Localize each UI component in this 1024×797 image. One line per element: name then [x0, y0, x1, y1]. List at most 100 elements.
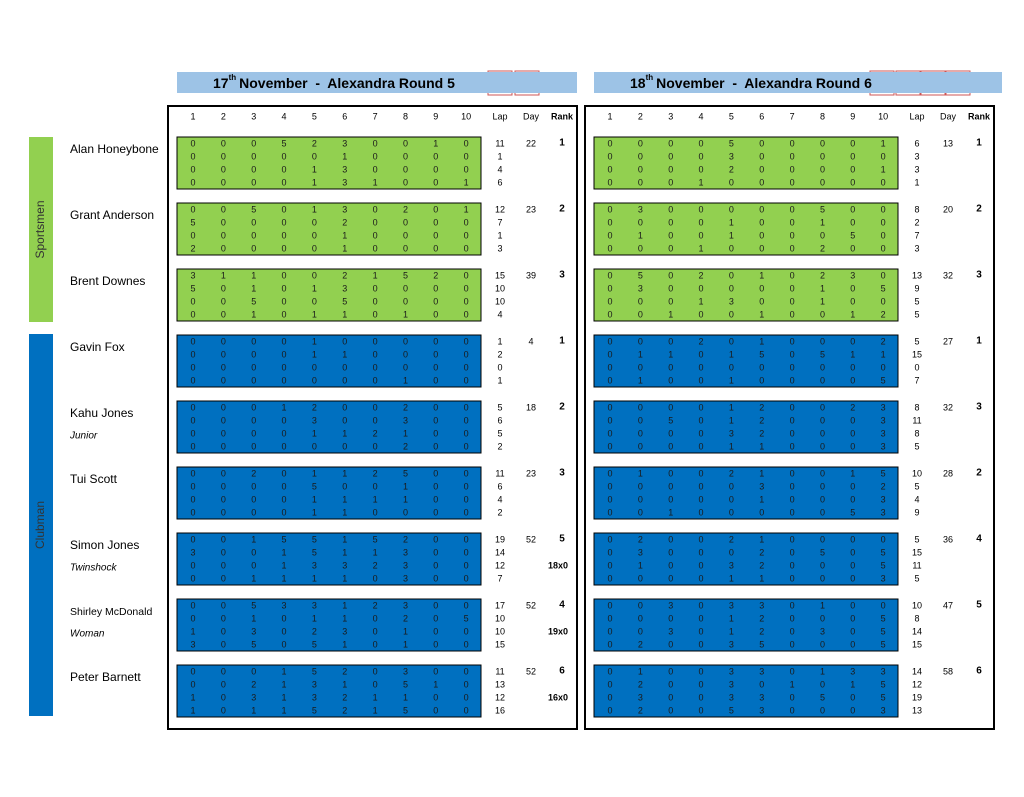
section-score: 0 [464, 362, 469, 372]
section-score: 0 [190, 468, 195, 478]
section-score: 0 [221, 230, 226, 240]
section-score: 1 [251, 309, 256, 319]
column-header: 10 [461, 111, 471, 121]
rider-note: Junior [69, 431, 98, 442]
section-score: 0 [699, 362, 704, 372]
section-score: 0 [881, 270, 886, 280]
section-score: 0 [190, 428, 195, 438]
section-score: 0 [190, 375, 195, 385]
section-score: 0 [699, 204, 704, 214]
section-score: 1 [729, 349, 734, 359]
section-score: 0 [759, 177, 764, 187]
section-score: 2 [729, 164, 734, 174]
section-score: 0 [668, 494, 673, 504]
section-score: 0 [759, 679, 764, 689]
lap-total: 10 [495, 283, 505, 293]
section-score: 3 [881, 415, 886, 425]
section-score: 0 [282, 494, 287, 504]
section-score: 3 [638, 692, 643, 702]
section-score: 0 [668, 639, 673, 649]
lap-total: 12 [495, 204, 505, 214]
section-score: 1 [759, 441, 764, 451]
section-score: 0 [433, 415, 438, 425]
section-score: 0 [607, 296, 612, 306]
section-score: 0 [638, 164, 643, 174]
section-score: 0 [790, 639, 795, 649]
section-score: 2 [433, 270, 438, 280]
section-score: 0 [464, 547, 469, 557]
rank: 6 [976, 666, 982, 677]
section-score: 3 [190, 639, 195, 649]
rank: 2 [976, 204, 982, 215]
section-score: 1 [342, 639, 347, 649]
section-score: 0 [251, 362, 256, 372]
section-score: 0 [790, 507, 795, 517]
section-score: 0 [790, 441, 795, 451]
rank: 5 [976, 600, 982, 611]
section-score: 1 [282, 573, 287, 583]
section-score: 1 [342, 507, 347, 517]
lap-total: 1 [497, 336, 502, 346]
section-score: 5 [759, 639, 764, 649]
section-score: 0 [190, 560, 195, 570]
section-score: 0 [221, 666, 226, 676]
section-score: 0 [282, 349, 287, 359]
section-score: 0 [464, 626, 469, 636]
section-score: 0 [790, 692, 795, 702]
section-score: 1 [342, 309, 347, 319]
section-score: 2 [373, 468, 378, 478]
lap-total: 10 [495, 613, 505, 623]
section-score: 5 [881, 613, 886, 623]
section-score: 2 [190, 243, 195, 253]
group-bar [29, 137, 53, 322]
section-score: 0 [607, 428, 612, 438]
section-score: 0 [668, 230, 673, 240]
section-score: 0 [820, 481, 825, 491]
section-score: 1 [251, 705, 256, 715]
lap-total: 5 [914, 441, 919, 451]
section-score: 0 [790, 217, 795, 227]
lap-total: 2 [497, 507, 502, 517]
section-score: 0 [790, 283, 795, 293]
section-score: 1 [373, 547, 378, 557]
score-box [176, 334, 482, 388]
lap-total: 6 [497, 415, 502, 425]
section-score: 0 [668, 283, 673, 293]
group-label: Clubman [33, 501, 47, 549]
section-score: 1 [850, 349, 855, 359]
section-score: 1 [881, 138, 886, 148]
section-score: 0 [850, 547, 855, 557]
section-score: 0 [312, 151, 317, 161]
section-score: 0 [668, 692, 673, 702]
section-score: 2 [638, 534, 643, 544]
section-score: 1 [850, 468, 855, 478]
section-score: 0 [251, 336, 256, 346]
section-score: 0 [699, 547, 704, 557]
section-score: 0 [790, 534, 795, 544]
section-score: 0 [790, 560, 795, 570]
section-score: 0 [433, 296, 438, 306]
section-score: 0 [881, 296, 886, 306]
section-score: 5 [850, 507, 855, 517]
column-header: Day [523, 111, 540, 121]
section-score: 0 [221, 164, 226, 174]
section-score: 1 [638, 375, 643, 385]
rank: 6 [559, 666, 565, 677]
section-score: 0 [373, 309, 378, 319]
section-score: 0 [790, 705, 795, 715]
column-header: Rank [968, 111, 991, 121]
round-title: 18th November - Alexandra Round 6 [630, 73, 872, 91]
section-score: 3 [729, 679, 734, 689]
section-score: 0 [190, 679, 195, 689]
section-score: 2 [373, 428, 378, 438]
section-score: 0 [221, 375, 226, 385]
section-score: 1 [638, 468, 643, 478]
section-score: 3 [881, 705, 886, 715]
day-total: 52 [526, 534, 536, 544]
section-score: 0 [282, 164, 287, 174]
section-score: 0 [221, 481, 226, 491]
section-score: 1 [759, 573, 764, 583]
section-score: 0 [607, 217, 612, 227]
day-total: 13 [943, 138, 953, 148]
section-score: 1 [850, 679, 855, 689]
